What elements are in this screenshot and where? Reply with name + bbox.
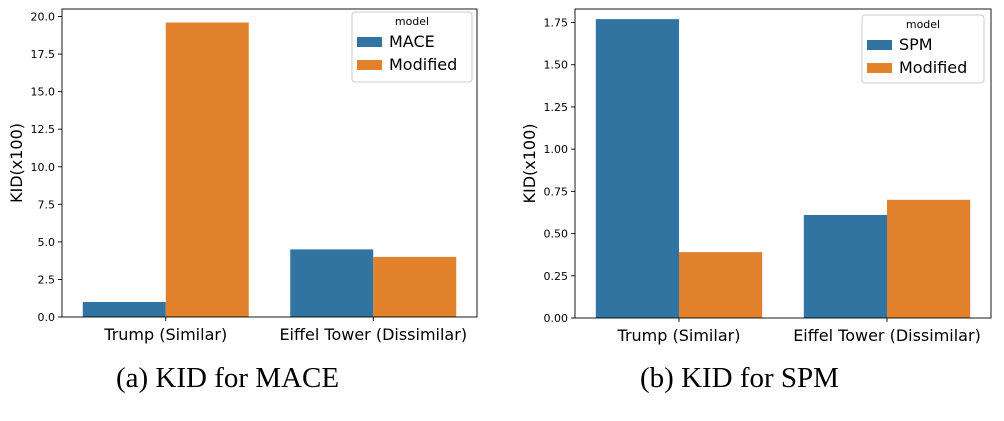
y-tick-label: 0.25 xyxy=(544,270,569,283)
legend-swatch-spm xyxy=(867,40,892,50)
y-tick-label: 12.5 xyxy=(31,123,56,136)
y-tick-label: 0.75 xyxy=(544,185,569,198)
x-tick-label: Eiffel Tower (Dissimilar) xyxy=(279,325,467,344)
x-tick-label: Eiffel Tower (Dissimilar) xyxy=(793,326,981,345)
x-tick-label: Trump (Similar) xyxy=(103,325,227,344)
bar-modified-eiffel-tower xyxy=(887,199,971,318)
bar-modified-eiffel-tower xyxy=(373,256,457,317)
y-tick-label: 0.0 xyxy=(38,311,56,324)
legend-swatch-mace xyxy=(357,37,382,47)
y-tick-label: 17.5 xyxy=(31,48,56,61)
y-tick-label: 5.0 xyxy=(38,236,56,249)
caption-kid-mace: (a) KID for MACE xyxy=(116,362,340,394)
y-tick-label: 10.0 xyxy=(31,161,56,174)
plot-frame xyxy=(574,8,992,319)
x-tick-label: Trump (Similar) xyxy=(617,326,741,345)
y-tick-label: 20.0 xyxy=(31,11,56,24)
y-axis-title: KID(x100) xyxy=(520,123,539,203)
bar-mace-eiffel-tower xyxy=(290,249,374,317)
legend-label-modified: Modified xyxy=(899,58,967,77)
y-axis-title: KID(x100) xyxy=(7,123,26,203)
caption-kid-spm: (b) KID for SPM xyxy=(640,362,839,394)
y-tick-label: 7.5 xyxy=(38,198,56,211)
y-tick-label: 2.5 xyxy=(38,273,56,286)
y-tick-label: 0.50 xyxy=(544,228,569,241)
y-tick-label: 1.50 xyxy=(544,59,569,72)
legend-label-mace: MACE xyxy=(389,32,435,51)
bar-modified-trump xyxy=(165,22,249,318)
y-tick-label: 1.00 xyxy=(544,143,569,156)
bar-mace-trump xyxy=(82,301,166,317)
legend-swatch-modified xyxy=(867,63,892,73)
legend-label-spm: SPM xyxy=(899,35,933,54)
bar-modified-trump xyxy=(679,252,763,318)
legend-swatch-modified xyxy=(357,60,382,70)
y-tick-label: 1.25 xyxy=(544,101,569,114)
legend-title: model xyxy=(906,18,940,31)
y-tick-label: 15.0 xyxy=(31,86,56,99)
bar-spm-trump xyxy=(595,19,679,319)
bar-spm-eiffel-tower xyxy=(803,215,887,318)
legend-box xyxy=(861,14,985,84)
legend-label-modified: Modified xyxy=(389,55,457,74)
y-tick-label: 1.75 xyxy=(544,17,569,30)
plot-frame xyxy=(61,8,478,318)
y-tick-label: 0.00 xyxy=(544,312,569,325)
legend-title: model xyxy=(395,15,429,28)
